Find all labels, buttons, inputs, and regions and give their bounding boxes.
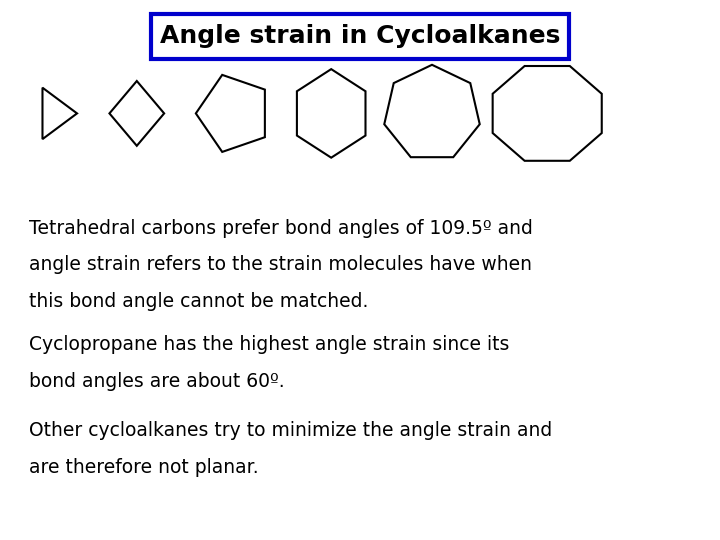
Text: angle strain refers to the strain molecules have when: angle strain refers to the strain molecu… — [29, 255, 532, 274]
Text: Other cycloalkanes try to minimize the angle strain and: Other cycloalkanes try to minimize the a… — [29, 421, 552, 440]
FancyBboxPatch shape — [151, 14, 569, 59]
Text: Cyclopropane has the highest angle strain since its: Cyclopropane has the highest angle strai… — [29, 335, 509, 354]
Text: Angle strain in Cycloalkanes: Angle strain in Cycloalkanes — [160, 24, 560, 49]
Text: are therefore not planar.: are therefore not planar. — [29, 458, 258, 477]
Text: bond angles are about 60º.: bond angles are about 60º. — [29, 372, 284, 390]
Text: Tetrahedral carbons prefer bond angles of 109.5º and: Tetrahedral carbons prefer bond angles o… — [29, 219, 533, 238]
Text: this bond angle cannot be matched.: this bond angle cannot be matched. — [29, 292, 368, 311]
